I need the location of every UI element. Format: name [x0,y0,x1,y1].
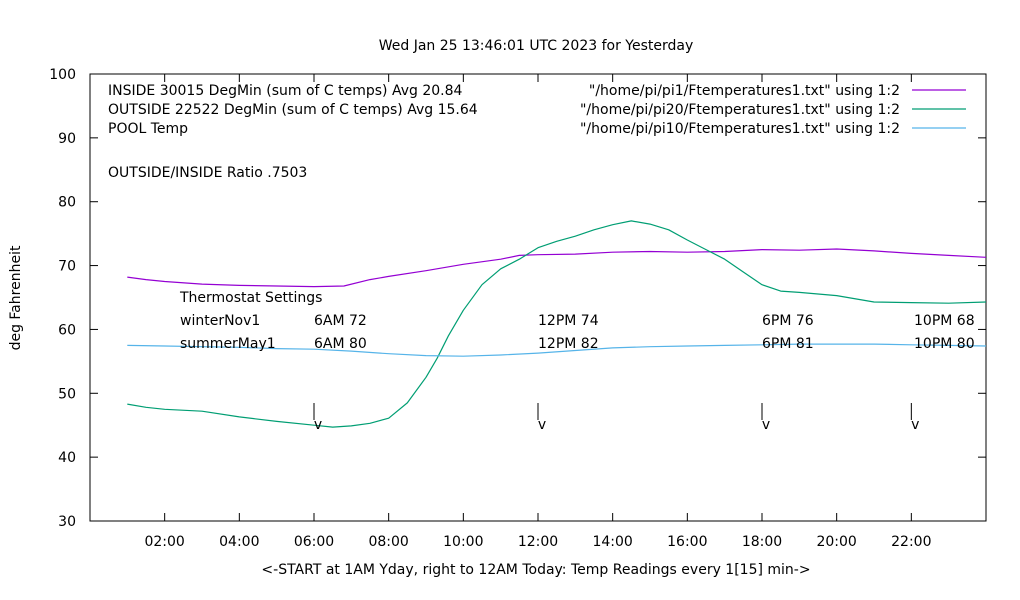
x-tick-label: 06:00 [294,534,334,550]
x-axis-label: <-START at 1AM Yday, right to 12AM Today… [261,562,810,578]
y-tick-label: 50 [58,386,76,402]
series-line-1 [127,220,987,428]
thermostat-setting: 6PM 76 [762,313,814,329]
thermostat-setting: 12PM 74 [538,313,599,329]
series-line-0 [127,248,987,288]
y-tick-label: 100 [49,67,76,83]
thermostat-row-summer: summerMay1 6AM 80 12PM 82 6PM 81 10PM 80 [180,336,975,352]
x-tick-label: 02:00 [144,534,184,550]
x-ticks: 02:00 04:00 06:00 08:00 10:00 12:00 14:00 16:00… [144,74,932,550]
y-ticks: 30 40 50 60 70 80 90 100 [49,67,986,530]
ratio-annotation: OUTSIDE/INSIDE Ratio .7503 [108,165,307,181]
legend-label-pool: POOL Temp [108,121,188,137]
x-tick-label: 16:00 [667,534,707,550]
thermostat-row-winter: winterNov1 6AM 72 12PM 74 6PM 76 10PM 68 [180,313,975,329]
thermostat-title: Thermostat Settings [179,290,322,306]
y-axis-label: deg Fahrenheit [8,245,24,350]
y-tick-label: 30 [58,514,76,530]
thermostat-setting: 10PM 68 [914,313,975,329]
chart-title: Wed Jan 25 13:46:01 UTC 2023 for Yesterd… [379,38,694,54]
series-layer [127,220,987,428]
legend-entry-name: "/home/pi/pi10/Ftemperatures1.txt" using… [580,121,900,137]
thermostat-arrow-head: v [314,417,322,433]
y-tick-label: 60 [58,322,76,338]
x-tick-label: 08:00 [368,534,408,550]
thermostat-arrow-head: v [911,417,919,433]
x-tick-label: 12:00 [518,534,558,550]
legend-left: INSIDE 30015 DegMin (sum of C temps) Avg… [108,83,478,137]
x-tick-label: 22:00 [891,534,931,550]
legend-label-outside: OUTSIDE 22522 DegMin (sum of C temps) Av… [108,102,478,118]
y-tick-label: 70 [58,259,76,275]
thermostat-setting: 6PM 81 [762,336,814,352]
thermostat-setting: 6AM 80 [314,336,367,352]
thermostat-row-label: winterNov1 [180,313,260,329]
series-line-2 [127,343,987,357]
thermostat-arrow-head: v [762,417,770,433]
legend: "/home/pi/pi1/Ftemperatures1.txt" using … [580,83,966,137]
thermostat-setting: 12PM 82 [538,336,599,352]
x-tick-label: 18:00 [742,534,782,550]
x-tick-label: 04:00 [219,534,259,550]
legend-label-inside: INSIDE 30015 DegMin (sum of C temps) Avg… [108,83,463,99]
y-tick-label: 90 [58,131,76,147]
x-tick-label: 20:00 [816,534,856,550]
y-tick-label: 40 [58,450,76,466]
thermostat-row-label: summerMay1 [180,336,276,352]
legend-entry-name: "/home/pi/pi20/Ftemperatures1.txt" using… [580,102,900,118]
thermostat-setting: 10PM 80 [914,336,975,352]
y-tick-label: 80 [58,195,76,211]
thermostat-arrow-head: v [538,417,546,433]
x-tick-label: 10:00 [443,534,483,550]
x-tick-label: 14:00 [592,534,632,550]
legend-entry-name: "/home/pi/pi1/Ftemperatures1.txt" using … [589,83,900,99]
thermostat-setting: 6AM 72 [314,313,367,329]
